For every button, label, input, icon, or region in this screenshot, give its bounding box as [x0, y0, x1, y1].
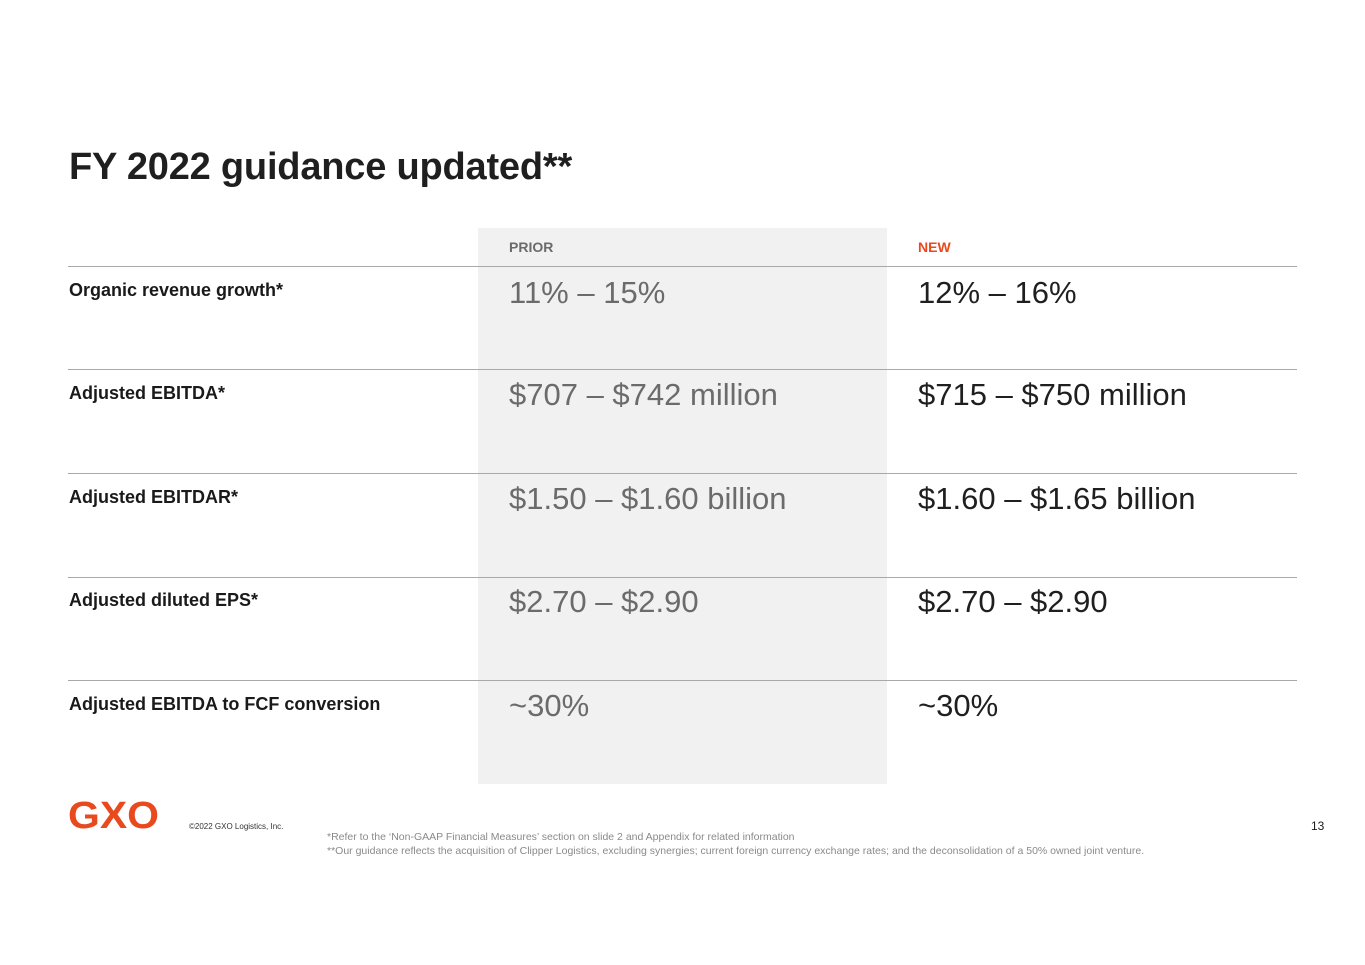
- row-divider: [68, 369, 1297, 370]
- page-number: 13: [1311, 819, 1325, 833]
- footnotes: *Refer to the ‘Non-GAAP Financial Measur…: [327, 830, 1144, 858]
- prior-value-adjusted-ebitda: $707 – $742 million: [509, 377, 778, 412]
- row-divider: [68, 266, 1297, 267]
- row-divider: [68, 577, 1297, 578]
- row-label-ebitda-to-fcf-conversion: Adjusted EBITDA to FCF conversion: [69, 694, 381, 714]
- row-label-organic-revenue-growth: Organic revenue growth*: [69, 280, 284, 300]
- prior-value-adjusted-diluted-eps: $2.70 – $2.90: [509, 584, 699, 619]
- footnote-non-gaap: *Refer to the ‘Non-GAAP Financial Measur…: [327, 831, 795, 843]
- new-value-adjusted-ebitdar: $1.60 – $1.65 billion: [918, 481, 1196, 516]
- new-value-organic-revenue-growth: 12% – 16%: [918, 275, 1077, 310]
- copyright-notice: ©2022 GXO Logistics, Inc.: [189, 822, 284, 831]
- row-label-adjusted-ebitda: Adjusted EBITDA*: [69, 383, 226, 403]
- new-value-adjusted-diluted-eps: $2.70 – $2.90: [918, 584, 1108, 619]
- row-divider: [68, 680, 1297, 681]
- row-label-adjusted-diluted-eps: Adjusted diluted EPS*: [69, 590, 259, 610]
- gxo-logo-text: GXO: [68, 796, 159, 832]
- column-header-new: NEW: [918, 239, 951, 255]
- prior-value-organic-revenue-growth: 11% – 15%: [509, 275, 666, 310]
- new-value-ebitda-to-fcf-conversion: ~30%: [918, 688, 999, 723]
- prior-column-background: [478, 228, 887, 784]
- row-label-adjusted-ebitdar: Adjusted EBITDAR*: [69, 487, 239, 507]
- gxo-logo: GXO: [68, 796, 159, 832]
- page-title: FY 2022 guidance updated**: [69, 146, 573, 188]
- new-value-adjusted-ebitda: $715 – $750 million: [918, 377, 1187, 412]
- column-header-prior: PRIOR: [509, 239, 554, 255]
- footnote-guidance: **Our guidance reflects the acquisition …: [327, 845, 1145, 857]
- prior-value-adjusted-ebitdar: $1.50 – $1.60 billion: [509, 481, 787, 516]
- prior-value-ebitda-to-fcf-conversion: ~30%: [509, 688, 590, 723]
- row-divider: [68, 473, 1297, 474]
